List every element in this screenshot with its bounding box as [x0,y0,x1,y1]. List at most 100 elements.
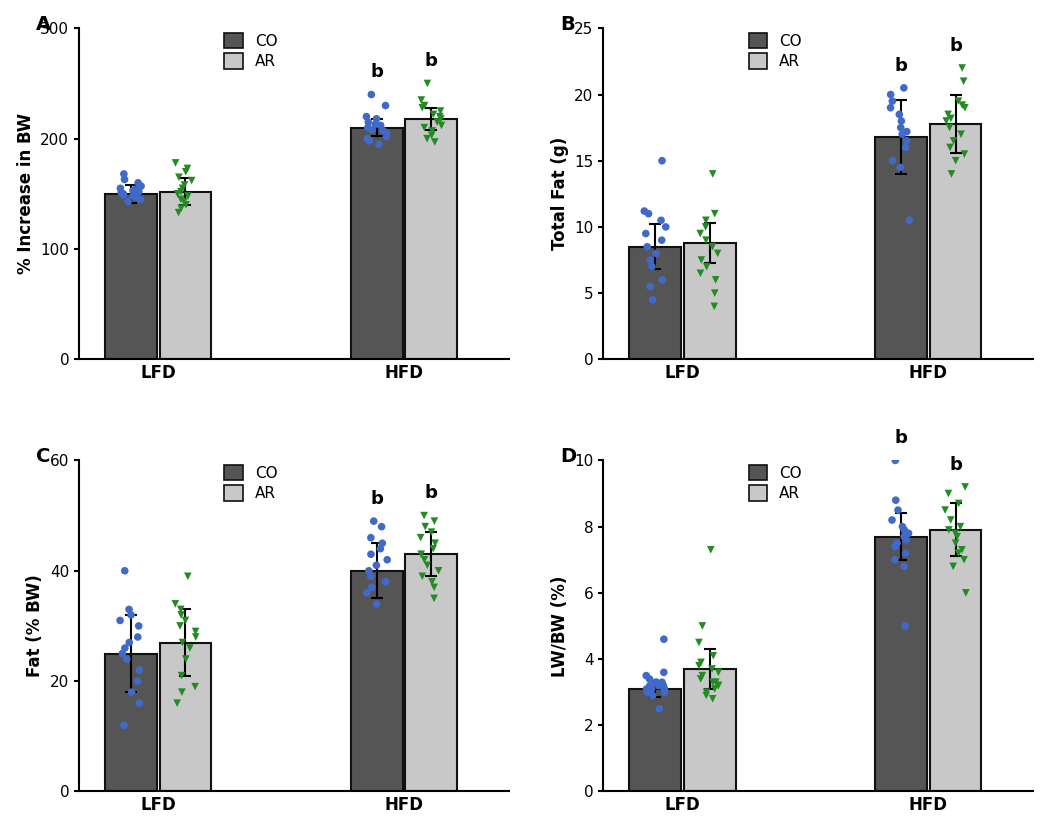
Point [940,487,957,500]
Point [710,679,727,692]
Point [167,597,184,611]
Bar [929,530,982,791]
Point [174,182,191,195]
Point [176,179,193,192]
Point [123,686,140,699]
Legend: CO, AR: CO, AR [749,465,802,501]
Point [413,531,429,544]
Point [117,173,133,186]
Point [365,514,382,528]
Point [642,679,658,692]
Point [359,132,376,145]
Text: b: b [371,63,383,81]
Point [958,586,974,599]
Point [432,110,448,123]
Point [167,156,184,170]
Point [130,619,147,632]
Point [638,240,655,253]
Point [416,121,433,135]
Text: b: b [895,429,907,447]
Point [172,602,189,616]
Point [898,534,915,547]
Point [896,560,912,573]
Point [377,575,394,588]
Legend: CO, AR: CO, AR [749,32,802,69]
Point [170,206,187,219]
Point [177,199,194,212]
Point [123,608,140,622]
Point [379,553,396,567]
Point [709,247,726,260]
Point [117,564,133,578]
Point [697,234,714,247]
Text: b: b [425,484,438,503]
Point [653,154,670,167]
Point [953,98,970,111]
Point [698,689,715,702]
Point [644,260,660,273]
Point [425,592,442,605]
Point [945,134,962,147]
Point [426,514,443,528]
Point [894,128,910,141]
Bar [160,642,211,791]
Point [650,679,667,692]
Point [174,636,191,649]
Point [947,537,964,550]
Point [710,679,727,692]
Point [131,663,148,676]
Bar [405,554,457,791]
Point [433,112,449,125]
Bar [875,137,927,359]
Point [947,154,964,167]
Y-axis label: Total Fat (g): Total Fat (g) [550,137,569,250]
Point [362,570,379,583]
Point [957,101,973,115]
Point [884,154,901,167]
Point [414,101,430,115]
Bar [105,653,156,791]
Point [175,195,192,209]
Point [416,99,433,112]
Point [940,108,957,121]
Point [656,686,673,699]
Point [637,227,654,240]
Point [937,504,953,517]
Point [363,581,380,594]
Point [705,649,721,662]
Point [707,207,723,220]
Point [187,631,204,644]
Point [373,520,390,534]
Point [692,267,709,280]
Point [892,121,909,135]
Point [654,676,671,689]
Point [187,625,204,638]
Point [130,185,147,199]
Point [897,140,914,154]
Point [172,185,189,199]
Y-axis label: LW/BW (%): LW/BW (%) [550,575,569,676]
Point [692,672,709,686]
Point [693,253,710,267]
Point [125,184,142,197]
Point [697,214,714,227]
Point [358,110,375,123]
Point [698,260,715,273]
Point [654,273,671,287]
Point [884,95,901,108]
Point [372,119,388,132]
Legend: CO, AR: CO, AR [225,465,277,501]
Point [653,234,670,247]
Point [419,558,436,572]
Point [125,189,142,203]
Point [359,121,376,135]
Point [707,682,723,696]
Point [642,280,658,293]
Point [177,652,194,666]
Point [177,614,194,627]
Point [950,497,967,510]
Point [172,193,189,206]
Point [896,530,912,543]
Point [888,537,905,550]
Point [187,680,204,693]
